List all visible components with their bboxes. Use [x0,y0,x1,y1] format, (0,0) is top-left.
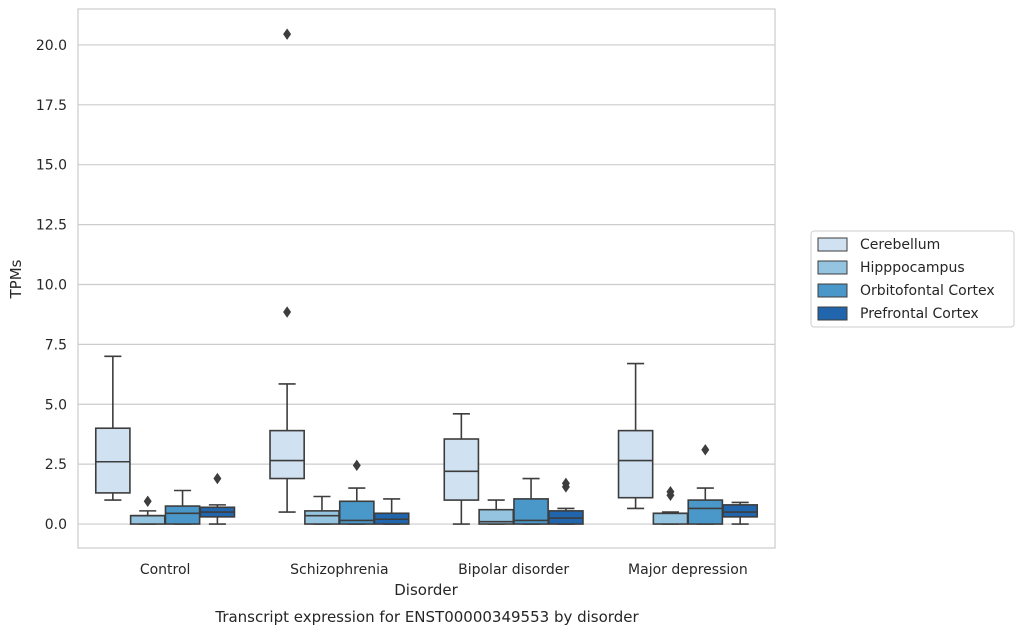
series-orbitofontal-cortex [164,444,724,525]
outlier-point [143,495,152,507]
outlier-point [561,477,570,490]
legend-frame [810,230,1015,328]
legend-items: Cerebellum Hipppocampus Orbitofontal Corte… [817,237,995,322]
outlier-point [666,486,675,498]
plot-area-frame [77,8,776,549]
box-series [94,28,759,525]
y-tick-label: 15.0 [36,158,67,174]
legend-label: Hipppocampus [860,260,965,276]
figure-caption: Transcript expression for ENST0000034955… [214,608,639,626]
box-group [548,477,584,525]
box-group [617,362,654,510]
box-iqr [722,504,759,518]
y-axis-ticks: 0.0 2.5 5.0 7.5 10.0 12.5 15.0 17.5 20.0 [36,38,67,533]
series-hipppocampus [129,486,689,525]
y-tick-label: 12.5 [36,218,67,234]
box-iqr [687,499,724,525]
y-tick-label: 0.0 [45,517,67,533]
box-group [687,444,724,525]
box-group [94,355,131,501]
x-tick-label: Major depression [628,562,748,578]
legend: Cerebellum Hipppocampus Orbitofontal Corte… [810,230,1015,328]
box-iqr [304,510,340,525]
box-iqr [652,512,689,525]
legend-label: Orbitofontal Cortex [860,283,995,299]
series-cerebellum [94,28,654,525]
box-group [338,459,375,525]
box-iqr [164,505,201,525]
x-tick-label: Control [140,562,191,578]
box-iqr [129,514,166,525]
box-group [269,28,305,513]
legend-swatch [817,283,848,298]
box-group [373,498,410,525]
y-tick-label: 17.5 [36,98,67,114]
legend-swatch [817,306,848,321]
legend-label: Cerebellum [860,237,940,253]
x-axis-label: Disorder [394,581,458,599]
outlier-point [352,459,361,472]
legend-label: Prefrontal Cortex [860,306,979,322]
y-tick-label: 5.0 [45,397,67,413]
outlier-point [213,472,222,485]
grid-lines [78,44,775,525]
y-tick-label: 20.0 [36,38,67,54]
y-axis-label: TPMs [7,259,25,299]
box-iqr [617,429,654,499]
box-iqr [443,438,480,501]
box-group [513,477,549,525]
outlier-point [283,306,292,318]
box-group [652,486,689,525]
legend-swatch [817,237,848,252]
series-prefrontal-cortex [199,472,759,525]
box-iqr [269,429,305,480]
box-group [129,495,166,525]
box-group [722,501,759,525]
x-axis-ticks: Control Schizophrenia Bipolar disorder Majo… [140,562,748,578]
box-group [443,413,480,525]
box-group [199,472,236,525]
x-tick-label: Schizophrenia [290,562,388,578]
box-group [164,489,201,525]
outlier-point [701,444,710,456]
x-tick-label: Bipolar disorder [458,562,569,578]
legend-swatch [817,260,848,275]
box-group [478,499,515,525]
y-tick-label: 10.0 [36,277,67,293]
y-tick-label: 7.5 [45,337,67,353]
outlier-point [283,28,292,40]
box-iqr [94,427,131,494]
box-group [304,495,340,525]
y-tick-label: 2.5 [45,457,67,473]
